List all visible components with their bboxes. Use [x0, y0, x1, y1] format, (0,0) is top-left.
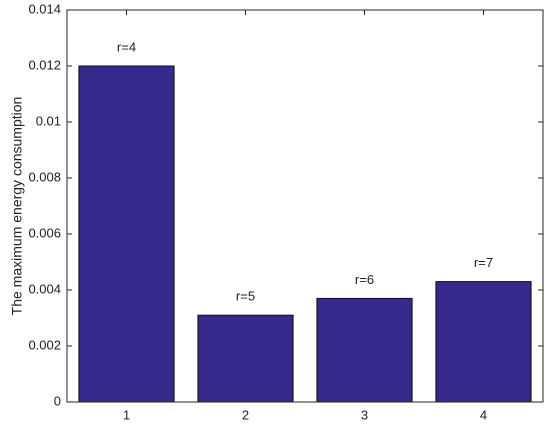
y-tick-label: 0.008 [28, 169, 61, 184]
x-tick-label: 4 [480, 407, 487, 422]
y-tick-label: 0.012 [28, 57, 61, 72]
axes-box [66, 9, 544, 403]
bar-label: r=5 [236, 289, 255, 304]
y-tick-label: 0.004 [28, 281, 61, 296]
bar [197, 314, 294, 403]
bar [78, 65, 175, 403]
bar-label: r=4 [117, 39, 136, 54]
y-tick-label: 0.01 [36, 113, 61, 128]
y-tick-label: 0.006 [28, 225, 61, 240]
bar-label: r=7 [474, 255, 493, 270]
x-tick-label: 2 [242, 407, 249, 422]
x-tick-label: 1 [123, 407, 130, 422]
bar-label: r=6 [355, 272, 374, 287]
y-tick-label: 0.002 [28, 337, 61, 352]
y-tick-label: 0 [54, 393, 61, 408]
y-tick-label: 0.014 [28, 1, 61, 16]
bar [435, 281, 532, 403]
bar [316, 297, 413, 403]
y-axis-label: The maximum energy consumption [9, 97, 25, 316]
x-tick-label: 3 [361, 407, 368, 422]
